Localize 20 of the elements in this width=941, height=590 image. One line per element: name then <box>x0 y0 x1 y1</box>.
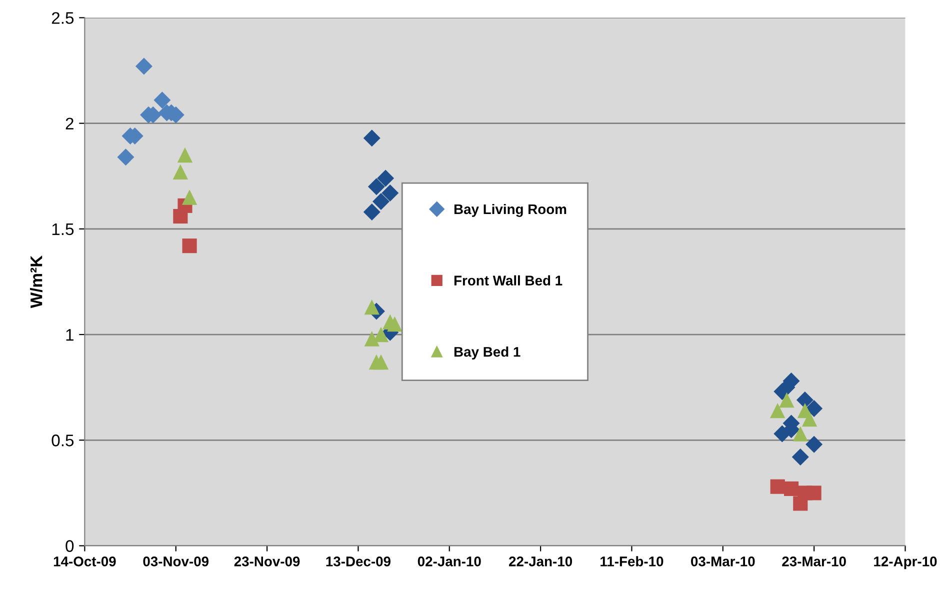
x-tick-label: 23-Mar-10 <box>782 556 846 566</box>
x-tick-label: 23-Nov-09 <box>234 556 300 566</box>
y-tick-label: 0 <box>66 540 74 552</box>
x-tick-label: 22-Jan-10 <box>508 556 572 566</box>
y-tick-label: 0.5 <box>52 434 74 446</box>
x-tick-label: 11-Feb-10 <box>600 556 664 566</box>
legend-label: Bay Living Room <box>454 204 566 217</box>
legend-label: Bay Bed 1 <box>454 346 520 360</box>
x-tick-label: 03-Nov-09 <box>143 556 209 566</box>
y-tick-label: 2.5 <box>52 12 74 24</box>
y-tick-label: 1.5 <box>52 223 74 236</box>
y-tick-label: 2 <box>66 118 74 130</box>
x-tick-label: 14-Oct-09 <box>54 556 116 566</box>
x-tick-label: 12-Apr-10 <box>874 556 937 570</box>
x-tick-label: 03-Mar-10 <box>691 556 755 566</box>
y-axis-title: W/m²K <box>30 255 42 308</box>
x-tick-label: 13-Dec-09 <box>326 556 391 566</box>
x-tick-label: 02-Jan-10 <box>418 556 481 566</box>
y-tick-label: 1 <box>66 329 74 341</box>
legend-label: Front Wall Bed 1 <box>454 275 562 286</box>
